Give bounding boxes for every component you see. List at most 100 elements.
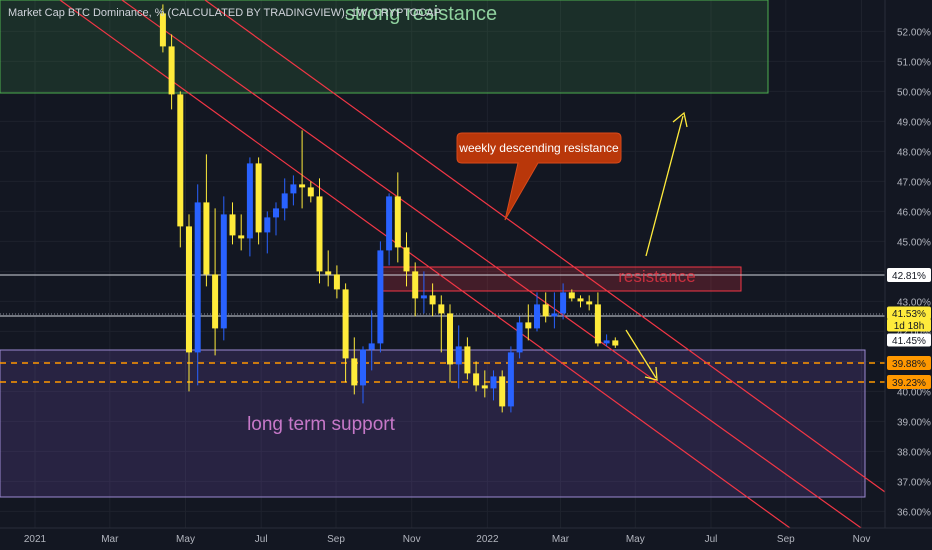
candle[interactable] [377, 241, 384, 353]
price-tag[interactable]: 42.81% [887, 268, 931, 282]
candle[interactable] [159, 4, 166, 53]
candle-body [307, 187, 314, 197]
candle-body [246, 163, 253, 239]
candle[interactable] [342, 283, 349, 383]
candle[interactable] [220, 196, 227, 341]
symbol-header[interactable]: Market Cap BTC Dominance, % (CALCULATED … [8, 7, 441, 19]
price-tick-label: 43.00% [897, 297, 931, 308]
candle[interactable] [499, 370, 506, 413]
candle[interactable] [577, 295, 584, 308]
candle[interactable] [464, 337, 471, 380]
candle[interactable] [325, 250, 332, 287]
candle-body [603, 340, 610, 344]
candle[interactable] [186, 214, 192, 392]
long-term-support-zone[interactable] [0, 349, 866, 498]
price-tags: 42.81% 41.53%1d 18h 41.45% 39.88% 39.23% [887, 268, 931, 389]
up-arrow-line[interactable] [645, 115, 684, 257]
time-tick-label: 2022 [476, 534, 499, 545]
candle-body [551, 313, 558, 317]
candle[interactable] [281, 178, 288, 221]
callout-weekly-descending-resistance[interactable]: weekly descending resistance [456, 132, 622, 221]
candle[interactable] [612, 337, 619, 348]
price-tag-label: 1d 18h [894, 321, 925, 332]
candle[interactable] [351, 337, 358, 395]
candle[interactable] [594, 292, 601, 347]
candle[interactable] [264, 211, 271, 254]
candle[interactable] [333, 265, 340, 299]
candle[interactable] [177, 91, 184, 248]
price-tag[interactable]: 1d 18h [887, 318, 931, 333]
candle[interactable] [403, 232, 410, 287]
candle[interactable] [534, 292, 540, 332]
price-axis[interactable] [885, 0, 932, 528]
strong-resistance-label: strong resistance [345, 3, 497, 25]
candle[interactable] [490, 370, 497, 401]
candle-body [403, 247, 410, 272]
candle-body [577, 298, 584, 302]
price-tag[interactable]: 41.53% [887, 306, 931, 321]
candle[interactable] [238, 214, 245, 251]
candle[interactable] [438, 295, 445, 353]
candle-body [594, 304, 601, 344]
trendline-upper[interactable] [204, 0, 886, 493]
resistance-zone[interactable] [379, 266, 742, 292]
candle[interactable] [316, 178, 323, 284]
price-tag-label: 42.81% [892, 271, 926, 282]
candle[interactable] [473, 361, 480, 392]
candle[interactable] [255, 157, 262, 245]
trendline-lower[interactable] [59, 0, 791, 529]
candle[interactable] [542, 292, 549, 323]
candle[interactable] [290, 175, 297, 206]
price-tag[interactable]: 39.23% [887, 375, 931, 389]
candle[interactable] [586, 295, 593, 311]
candle[interactable] [273, 202, 279, 236]
candle[interactable] [360, 346, 366, 404]
candle[interactable] [386, 193, 393, 266]
candle[interactable] [568, 289, 575, 302]
candle-body [438, 304, 445, 314]
candle-body [159, 13, 166, 47]
trendline-middle[interactable] [121, 0, 886, 546]
candle[interactable] [481, 370, 488, 398]
candle[interactable] [525, 304, 532, 341]
strong-resistance-zone[interactable] [0, 0, 769, 94]
candle[interactable] [246, 157, 253, 257]
price-tag[interactable]: 39.88% [887, 356, 931, 370]
candle[interactable] [420, 271, 427, 314]
candle[interactable] [560, 283, 567, 320]
candle[interactable] [455, 325, 462, 389]
candle[interactable] [394, 172, 401, 263]
candle[interactable] [429, 283, 436, 317]
candle[interactable] [603, 334, 610, 347]
price-tag-bg [887, 268, 931, 282]
price-axis-labels: 35.00%36.00%37.00%38.00%39.00%40.00%41.0… [897, 27, 931, 548]
candle[interactable] [203, 154, 210, 287]
candle[interactable] [299, 130, 306, 209]
candle[interactable] [229, 202, 236, 245]
candle[interactable] [168, 34, 175, 110]
candle[interactable] [412, 262, 419, 317]
candle-body [342, 289, 349, 359]
price-tag[interactable]: 41.45% [887, 333, 931, 348]
candle[interactable] [368, 310, 375, 371]
candle-body [238, 235, 245, 239]
price-tick-label: 37.00% [897, 477, 931, 488]
candle-body [560, 292, 567, 314]
candle-body [203, 202, 210, 275]
time-axis[interactable] [0, 528, 932, 550]
price-tag-bg [887, 333, 931, 347]
down-arrow-line[interactable] [625, 329, 657, 379]
candle[interactable] [307, 181, 314, 203]
down-arrow-head-icon [644, 366, 658, 381]
candle[interactable] [551, 292, 558, 329]
price-tag-bg [887, 318, 931, 332]
candle[interactable] [212, 208, 219, 356]
candle[interactable] [507, 346, 514, 413]
price-tag-label: 41.53% [892, 309, 926, 320]
price-tick-label: 52.00% [897, 27, 931, 38]
price-tag-bg [887, 356, 931, 370]
candle[interactable] [516, 316, 523, 359]
candle[interactable] [194, 184, 201, 386]
candle[interactable] [447, 304, 453, 383]
